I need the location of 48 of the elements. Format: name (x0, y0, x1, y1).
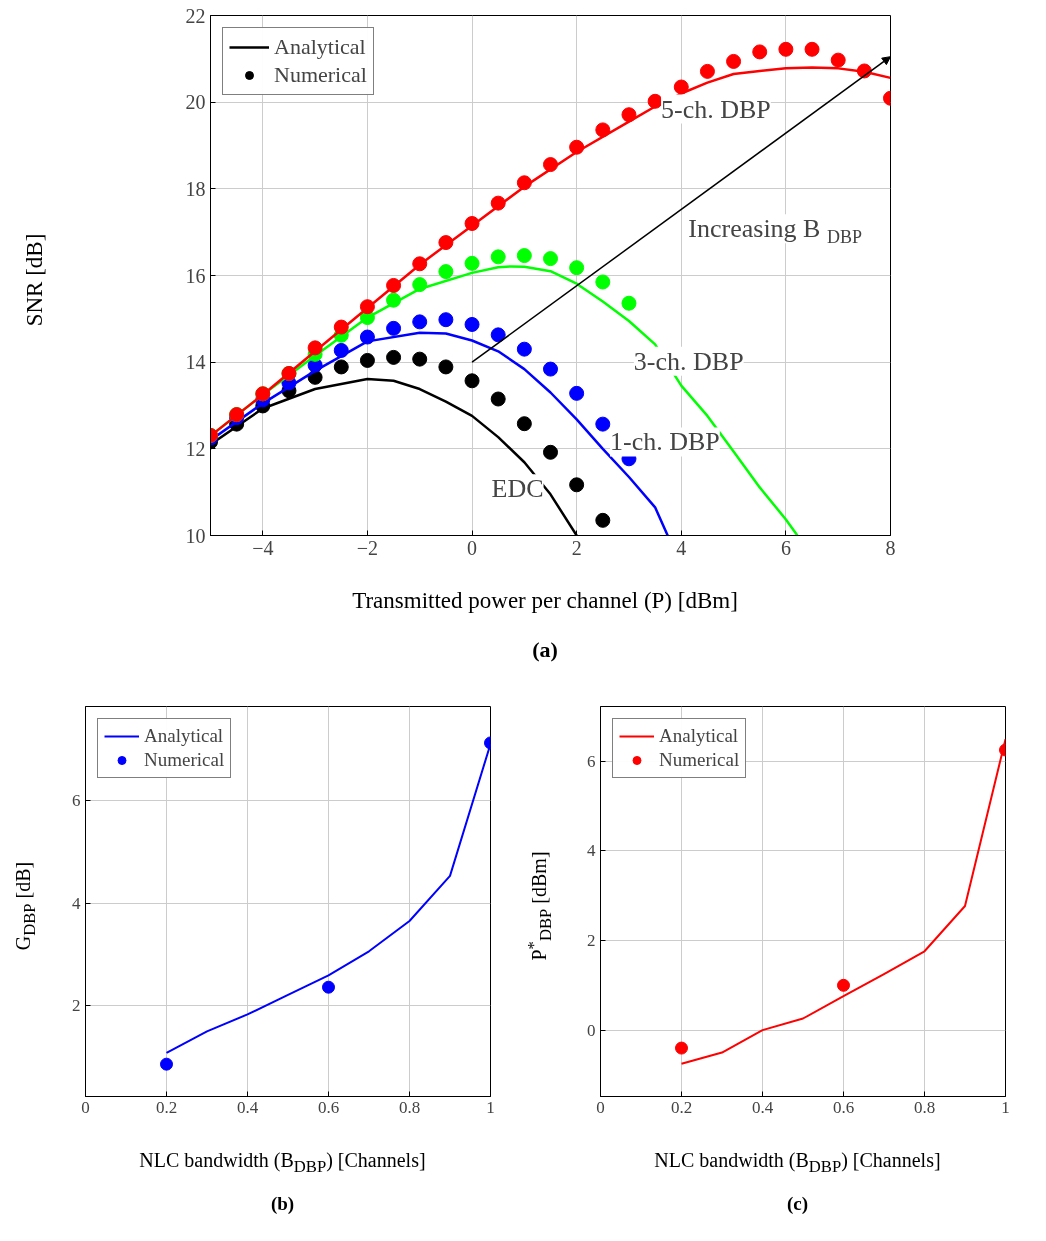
legend-label: Analytical (274, 34, 366, 60)
legend-label: Numerical (144, 749, 225, 771)
x-tick-label: −2 (356, 536, 379, 559)
y-tick-label: 4 (72, 893, 81, 913)
x-tick-label: 4 (676, 536, 687, 559)
y-tick-label: 14 (185, 351, 206, 374)
x-tick-label: 0.6 (832, 1097, 855, 1117)
y-tick-label: 6 (587, 751, 596, 771)
x-tick-label: 0 (467, 536, 478, 559)
x-tick-label: 0.8 (913, 1097, 936, 1117)
x-axis-title: NLC bandwidth (B$_{DBP}$) [Channels] (653, 1148, 942, 1178)
x-tick-label: 2 (571, 536, 582, 559)
annotation: EDC (491, 474, 544, 504)
x-tick-label: −4 (252, 536, 274, 559)
y-tick-label: 16 (185, 264, 206, 287)
y-tick-label: 22 (185, 4, 206, 27)
annotation: 3-ch. DBP (633, 346, 744, 376)
text: (b) (269, 1192, 296, 1216)
y-tick-label: 20 (185, 91, 206, 114)
annotation: 1-ch. DBP (610, 427, 720, 457)
text: (a) (531, 636, 559, 664)
y-tick-label: 2 (587, 931, 596, 950)
y-tick-label: 2 (72, 996, 81, 1016)
y-tick-label: 10 (185, 524, 206, 547)
x-axis-title: NLC bandwidth (B$_{DBP}$) [Channels] (138, 1148, 427, 1178)
x-tick-label: 0.2 (155, 1097, 178, 1117)
y-axis-title: SNR [dB] (20, 233, 48, 327)
x-tick-label: 0.2 (670, 1097, 693, 1117)
x-tick-label: 0.4 (751, 1097, 774, 1117)
legend-label: Numerical (274, 62, 367, 88)
x-tick-label: 8 (885, 536, 896, 559)
x-tick-label: 0.4 (236, 1097, 259, 1117)
x-tick-label: 1 (1001, 1097, 1010, 1117)
y-tick-label: 4 (587, 841, 596, 861)
x-tick-label: 1 (486, 1097, 495, 1117)
legend-label: Analytical (144, 725, 224, 747)
x-tick-label: 6 (780, 536, 791, 559)
y-tick-label: 0 (587, 1020, 596, 1040)
legend-label: Numerical (659, 749, 740, 771)
y-tick-label: 18 (185, 177, 206, 200)
x-tick-label: 0.6 (317, 1097, 340, 1117)
legend-label: Analytical (659, 725, 739, 747)
y-tick-label: 12 (185, 437, 206, 460)
annotation: 5-ch. DBP (661, 94, 771, 124)
y-tick-label: 6 (72, 790, 81, 810)
x-tick-label: 0.8 (398, 1097, 421, 1117)
text: (c) (785, 1192, 810, 1216)
x-axis-title: Transmitted power per channel (P) [dBm] (351, 587, 739, 615)
